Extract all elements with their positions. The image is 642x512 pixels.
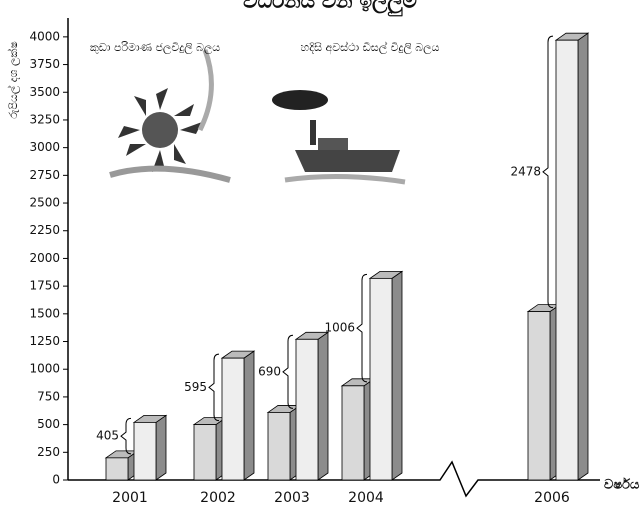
y-tick-label: 4000	[29, 29, 60, 43]
y-tick-label: 1750	[29, 279, 60, 293]
y-tick-label: 1500	[29, 306, 60, 320]
y-tick-label: 250	[37, 445, 60, 459]
x-tick-label: 2006	[534, 490, 570, 506]
y-tick-label: 2750	[29, 168, 60, 182]
x-tick-label: 2003	[274, 490, 310, 506]
difference-label: 595	[184, 380, 207, 394]
brace	[209, 354, 219, 420]
y-tick-label: 750	[37, 389, 60, 403]
bar	[268, 412, 290, 480]
bar	[106, 458, 128, 480]
difference-label: 1006	[324, 321, 355, 335]
ship-illustration	[272, 90, 405, 182]
y-tick-label: 3250	[29, 112, 60, 126]
bar	[342, 386, 364, 480]
bar	[296, 339, 318, 480]
bar-side	[156, 415, 166, 480]
y-tick-label: 3000	[29, 140, 60, 154]
brace	[121, 418, 131, 453]
bar	[222, 358, 244, 480]
bar-side	[244, 351, 254, 480]
x-tick-label: 2004	[348, 490, 384, 506]
x-tick-label: 2002	[200, 490, 236, 506]
brace	[283, 335, 293, 408]
bar	[528, 312, 550, 480]
y-tick-label: 1250	[29, 334, 60, 348]
annotation: කුඩා පරිමාණ ජලවිදුලි බලය	[90, 41, 220, 55]
y-tick-label: 1000	[29, 362, 60, 376]
difference-label: 2478	[510, 164, 541, 178]
difference-label: 690	[258, 364, 281, 378]
bar-side	[578, 33, 588, 480]
chart: වර්ධනය වන ඉල්ලුම රුපියල් දශ ලක්ෂ වර්ෂය ක…	[0, 0, 642, 512]
annotation: හදිසි අවස්ථා ඩීසල් විදුලි බලය	[301, 40, 440, 55]
bar	[556, 40, 578, 480]
bar	[370, 278, 392, 480]
y-tick-label: 0	[52, 473, 60, 487]
brace	[357, 274, 367, 381]
bar	[194, 425, 216, 480]
bar-side	[392, 271, 402, 480]
y-tick-label: 2000	[29, 251, 60, 265]
x-tick-label: 2001	[112, 490, 148, 506]
y-tick-label: 500	[37, 417, 60, 431]
x-axis-label: වර්ෂය	[604, 477, 640, 493]
y-tick-label: 3500	[29, 85, 60, 99]
y-axis-label: රුපියල් දශ ලක්ෂ	[6, 41, 21, 118]
hydro-illustration	[110, 50, 230, 180]
y-tick-label: 2500	[29, 196, 60, 210]
brace	[543, 36, 553, 307]
bar-side	[318, 332, 328, 480]
difference-label: 405	[96, 429, 119, 443]
chart-title: වර්ධනය වන ඉල්ලුම	[243, 0, 417, 17]
y-tick-label: 2250	[29, 223, 60, 237]
bar	[134, 422, 156, 480]
y-tick-label: 3750	[29, 57, 60, 71]
